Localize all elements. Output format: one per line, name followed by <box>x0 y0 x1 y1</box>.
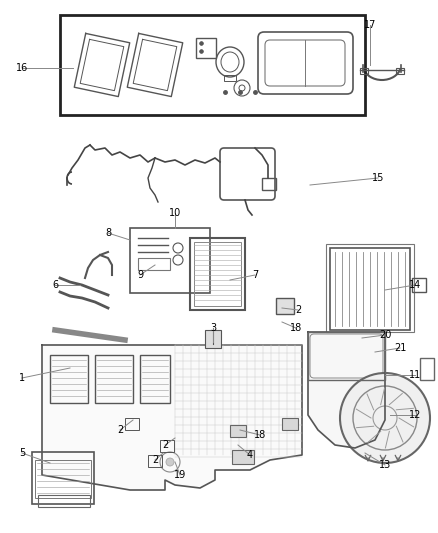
Text: 15: 15 <box>372 173 384 183</box>
Circle shape <box>340 373 430 463</box>
Bar <box>196 38 216 58</box>
Text: 19: 19 <box>174 470 186 480</box>
Bar <box>38 495 90 507</box>
Text: 18: 18 <box>254 430 266 440</box>
Bar <box>190 238 245 310</box>
Text: 7: 7 <box>252 270 258 280</box>
Bar <box>60 15 365 115</box>
Text: 10: 10 <box>169 208 181 218</box>
Text: 21: 21 <box>394 343 406 353</box>
Bar <box>330 248 410 330</box>
Text: 6: 6 <box>52 280 58 290</box>
Text: 1: 1 <box>19 373 25 383</box>
Text: 2: 2 <box>117 425 123 435</box>
Text: 2: 2 <box>162 440 168 450</box>
Polygon shape <box>308 332 385 448</box>
Bar <box>35 460 91 498</box>
Bar <box>232 450 254 464</box>
Circle shape <box>166 458 174 466</box>
Bar <box>326 244 414 332</box>
Bar <box>308 332 385 380</box>
Text: 17: 17 <box>364 20 376 30</box>
Bar <box>138 258 170 270</box>
Bar <box>276 298 294 314</box>
Bar <box>282 418 298 430</box>
Bar <box>148 455 162 467</box>
Bar <box>130 228 210 293</box>
Bar <box>412 278 426 292</box>
Bar <box>95 355 133 403</box>
Text: 9: 9 <box>137 270 143 280</box>
Text: 11: 11 <box>409 370 421 380</box>
Bar <box>140 355 170 403</box>
Bar <box>360 68 368 74</box>
Bar <box>396 68 404 74</box>
Bar <box>194 242 241 306</box>
Bar <box>230 425 246 437</box>
Bar <box>160 440 174 452</box>
Bar <box>32 452 94 504</box>
Text: 2: 2 <box>295 305 301 315</box>
Text: 5: 5 <box>19 448 25 458</box>
Bar <box>205 330 221 348</box>
Bar <box>125 418 139 430</box>
Text: 12: 12 <box>409 410 421 420</box>
Text: 18: 18 <box>290 323 302 333</box>
Text: 13: 13 <box>379 460 391 470</box>
Bar <box>262 178 276 190</box>
Bar <box>224 75 236 81</box>
Text: 14: 14 <box>409 280 421 290</box>
Bar <box>50 355 88 403</box>
Text: 8: 8 <box>105 228 111 238</box>
Text: 4: 4 <box>247 450 253 460</box>
Text: 20: 20 <box>379 330 391 340</box>
Text: 3: 3 <box>210 323 216 333</box>
Bar <box>420 358 434 380</box>
Text: 2: 2 <box>152 455 158 465</box>
Text: 16: 16 <box>16 63 28 73</box>
Polygon shape <box>42 345 302 490</box>
